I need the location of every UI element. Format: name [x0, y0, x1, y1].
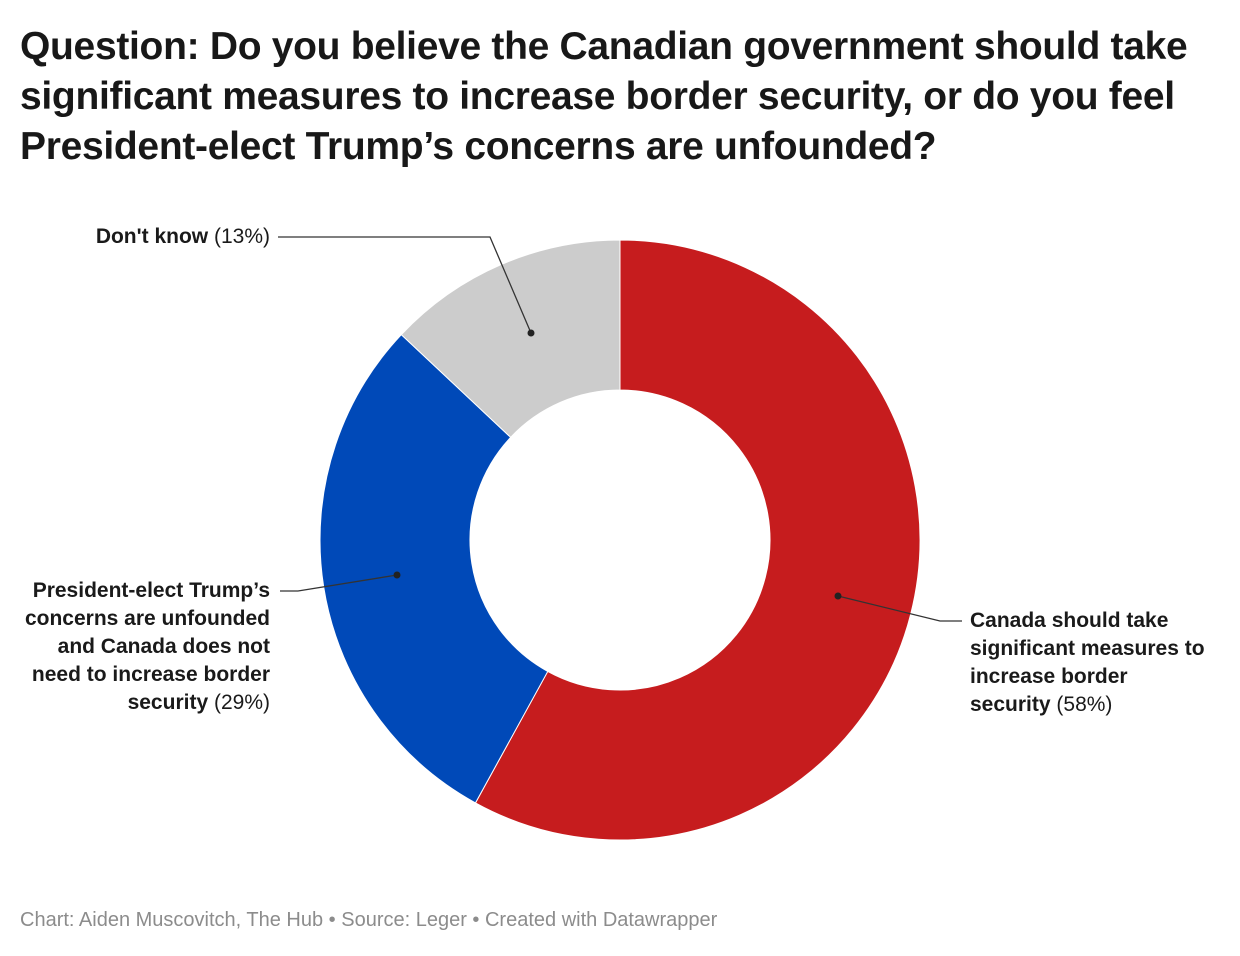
slice-unfounded [319, 333, 549, 804]
label-unfounded: President-elect Trump’s concerns are unf… [18, 577, 270, 717]
label-canada: Canada should take significant measures … [970, 607, 1205, 719]
leader-dont-know-dot [527, 329, 535, 337]
slice-canada [474, 239, 921, 841]
leader-unfounded-dot [393, 571, 401, 579]
label-unfounded-text: President-elect Trump’s concerns are unf… [24, 579, 270, 714]
footer-credits: Chart: Aiden Muscovitch, The Hub • Sourc… [20, 909, 718, 931]
label-dont-know-text: Don't know [95, 225, 209, 248]
slice-dont-know [400, 239, 621, 439]
label-canada-value: (58%) [1056, 693, 1113, 716]
leader-unfounded [280, 574, 398, 592]
leader-canada-dot [834, 592, 842, 600]
chart-title: Question: Do you believe the Canadian go… [20, 25, 1188, 168]
leader-dont-know [278, 236, 532, 334]
label-dont-know-value: (13%) [213, 225, 270, 248]
label-canada-text: Canada should take significant measures … [970, 609, 1205, 716]
leader-canada [837, 595, 962, 622]
label-dont-know: Don't know (13%) [20, 223, 270, 251]
label-unfounded-value: (29%) [213, 691, 270, 714]
